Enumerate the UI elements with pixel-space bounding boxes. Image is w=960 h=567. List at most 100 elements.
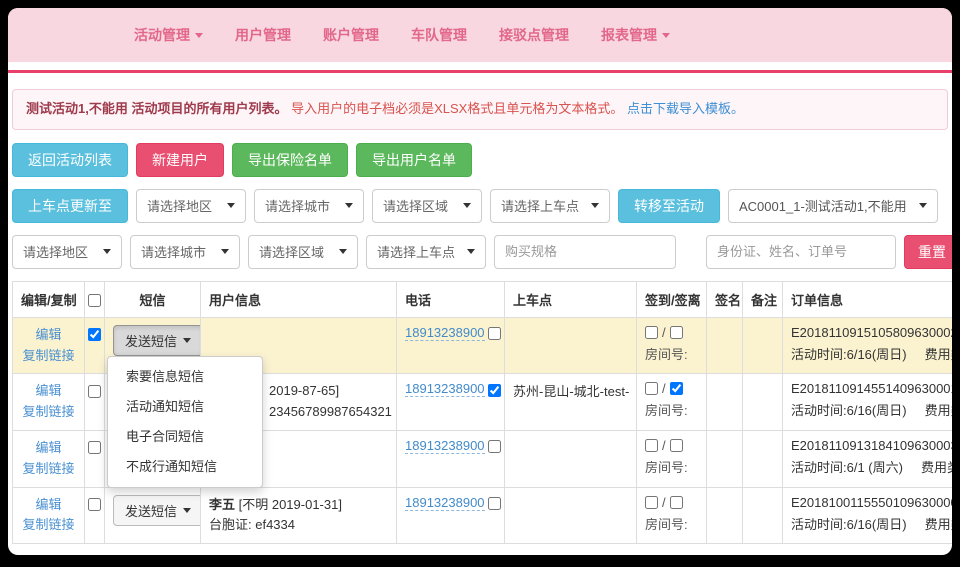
region-select[interactable]: 请选择地区: [136, 188, 246, 223]
top-navbar: 活动管理 用户管理 账户管理 车队管理 接驳点管理 报表管理: [8, 8, 952, 62]
menu-item-econtract-sms[interactable]: 电子合同短信: [126, 429, 205, 445]
export-user-list-button[interactable]: 导出用户名单: [356, 142, 472, 177]
copy-link[interactable]: 复制链接: [22, 404, 75, 420]
user-info-cell: 2019-87-65] 23456789987654321: [269, 383, 392, 419]
order-number: E20181109131841096300031: [791, 438, 952, 454]
nav-activity-management[interactable]: 活动管理: [134, 25, 203, 45]
phone-link[interactable]: 18913238900: [405, 381, 485, 398]
nav-report-management[interactable]: 报表管理: [601, 25, 670, 45]
chevron-down-icon: [467, 249, 475, 255]
pickup-point-select[interactable]: 请选择上车点: [490, 188, 610, 223]
phone-link[interactable]: 18913238900: [405, 494, 485, 511]
sign-in-checkbox[interactable]: [645, 495, 658, 509]
room-label: 房间号:: [645, 516, 688, 532]
app-window: 活动管理 用户管理 账户管理 车队管理 接驳点管理 报表管理 测试活动1,不能用…: [8, 8, 952, 555]
phone-checkbox[interactable]: [488, 326, 502, 340]
phone-checkbox[interactable]: [488, 383, 502, 397]
sign-out-checkbox[interactable]: [669, 439, 683, 453]
pickup-cell: [504, 486, 637, 545]
edit-link[interactable]: 编辑: [35, 326, 62, 342]
city-select[interactable]: 请选择城市: [254, 188, 364, 223]
remark-cell: [742, 486, 783, 545]
signature-cell: [706, 486, 743, 545]
room-label: 房间号:: [645, 403, 688, 419]
row-checkbox[interactable]: [88, 497, 101, 511]
sign-in-checkbox[interactable]: [645, 439, 658, 453]
sign-in-checkbox[interactable]: [645, 325, 658, 339]
header-phone: 电话: [396, 280, 505, 318]
chevron-down-icon: [591, 203, 599, 209]
phone-link[interactable]: 18913238900: [405, 438, 485, 455]
search-input[interactable]: [706, 234, 896, 269]
pagination-summary: 总计: 4 条,当前页: 1 / 1 页: [12, 554, 948, 555]
table-row: 编辑 复制链接 发送短信 李五 [不明 2019-01-31] 台胞证: ef4…: [12, 486, 952, 545]
new-user-button[interactable]: 新建用户: [136, 142, 224, 177]
header-sign: 签到/签离: [636, 280, 707, 318]
menu-item-activity-notice-sms[interactable]: 活动通知短信: [126, 398, 205, 414]
copy-link[interactable]: 复制链接: [22, 517, 75, 533]
copy-link[interactable]: 复制链接: [22, 460, 75, 476]
sms-dropdown-menu: 索要信息短信 活动通知短信 电子合同短信 不成行通知短信: [107, 355, 263, 489]
chevron-down-icon: [103, 249, 111, 255]
order-detail: 活动时间:6/16(周日)费用类型: [791, 346, 952, 362]
edit-link[interactable]: 编辑: [35, 440, 62, 456]
order-detail: 活动时间:6/1 (周六)费用类型: [791, 460, 952, 476]
phone-checkbox[interactable]: [488, 440, 502, 454]
header-user-info: 用户信息: [200, 280, 397, 318]
order-detail: 活动时间:6/16(周日)费用类型: [791, 403, 952, 419]
header-pickup: 上车点: [504, 280, 637, 318]
spec-input[interactable]: [494, 234, 676, 269]
send-sms-button[interactable]: 发送短信: [113, 494, 200, 526]
table-row: 编辑 复制链接 18913238900 / 房间号:: [12, 430, 952, 488]
sign-out-checkbox[interactable]: [669, 382, 683, 396]
chevron-down-icon: [183, 507, 192, 513]
back-to-activity-list-button[interactable]: 返回活动列表: [12, 142, 128, 177]
header-edit-copy: 编辑/复制: [12, 280, 85, 318]
pickup-point-select-2[interactable]: 请选择上车点: [366, 234, 486, 269]
edit-link[interactable]: 编辑: [35, 496, 62, 512]
header-order-info: 订单信息: [782, 280, 952, 318]
nav-user-management[interactable]: 用户管理: [235, 27, 291, 43]
select-all-checkbox[interactable]: [88, 293, 101, 307]
info-alert: 测试活动1,不能用 活动项目的所有用户列表。 导入用户的电子档必须是XLSX格式…: [12, 89, 948, 130]
signature-cell: [706, 316, 743, 375]
room-label: 房间号:: [645, 460, 688, 476]
nav-shuttle-point-management[interactable]: 接驳点管理: [499, 27, 569, 43]
reset-button[interactable]: 重置: [904, 234, 952, 269]
phone-link[interactable]: 18913238900: [405, 324, 485, 341]
order-number: E20181109151058096300025: [791, 324, 952, 340]
menu-item-request-info-sms[interactable]: 索要信息短信: [126, 368, 205, 384]
menu-item-cancel-notice-sms[interactable]: 不成行通知短信: [126, 459, 218, 475]
transfer-to-activity-button[interactable]: 转移至活动: [618, 188, 720, 223]
region-select-2[interactable]: 请选择地区: [12, 234, 122, 269]
sign-out-checkbox[interactable]: [669, 495, 683, 509]
sign-in-checkbox[interactable]: [645, 382, 658, 396]
accent-divider: [8, 70, 952, 73]
order-number: E20181001155501096300000: [791, 494, 952, 510]
alert-message: 导入用户的电子档必须是XLSX格式且单元格为文本格式。: [291, 101, 624, 116]
row-checkbox[interactable]: [88, 327, 101, 341]
remark-cell: [742, 373, 783, 432]
district-select[interactable]: 请选择区域: [372, 188, 482, 223]
chevron-down-icon: [195, 32, 203, 38]
row-checkbox[interactable]: [88, 384, 101, 398]
nav-account-management[interactable]: 账户管理: [323, 27, 379, 43]
user-info-cell: 李五 [不明 2019-01-31] 台胞证: ef4334: [209, 496, 342, 532]
chevron-down-icon: [183, 337, 192, 343]
row-checkbox[interactable]: [88, 441, 101, 455]
export-insurance-list-button[interactable]: 导出保险名单: [232, 142, 348, 177]
update-pickup-button[interactable]: 上车点更新至: [12, 188, 128, 223]
send-sms-button[interactable]: 发送短信: [113, 324, 200, 356]
pickup-update-row: 上车点更新至 请选择地区 请选择城市 请选择区域 请选择上车点 转移至活动 AC…: [12, 188, 948, 223]
edit-link[interactable]: 编辑: [35, 383, 62, 399]
sign-out-checkbox[interactable]: [669, 325, 683, 339]
phone-checkbox[interactable]: [488, 496, 502, 510]
district-select-2[interactable]: 请选择区域: [248, 234, 358, 269]
download-template-link[interactable]: 点击下载导入模板。: [626, 101, 744, 116]
city-select-2[interactable]: 请选择城市: [130, 234, 240, 269]
copy-link[interactable]: 复制链接: [22, 347, 75, 363]
user-table-wrap: 编辑/复制 短信 用户信息 电话 上车点 签到/签离 签名 备注 订单信息 编辑…: [12, 280, 952, 545]
activity-select[interactable]: AC0001_1-测试活动1,不能用: [728, 188, 938, 223]
nav-fleet-management[interactable]: 车队管理: [411, 27, 467, 43]
pickup-cell: [504, 430, 637, 488]
